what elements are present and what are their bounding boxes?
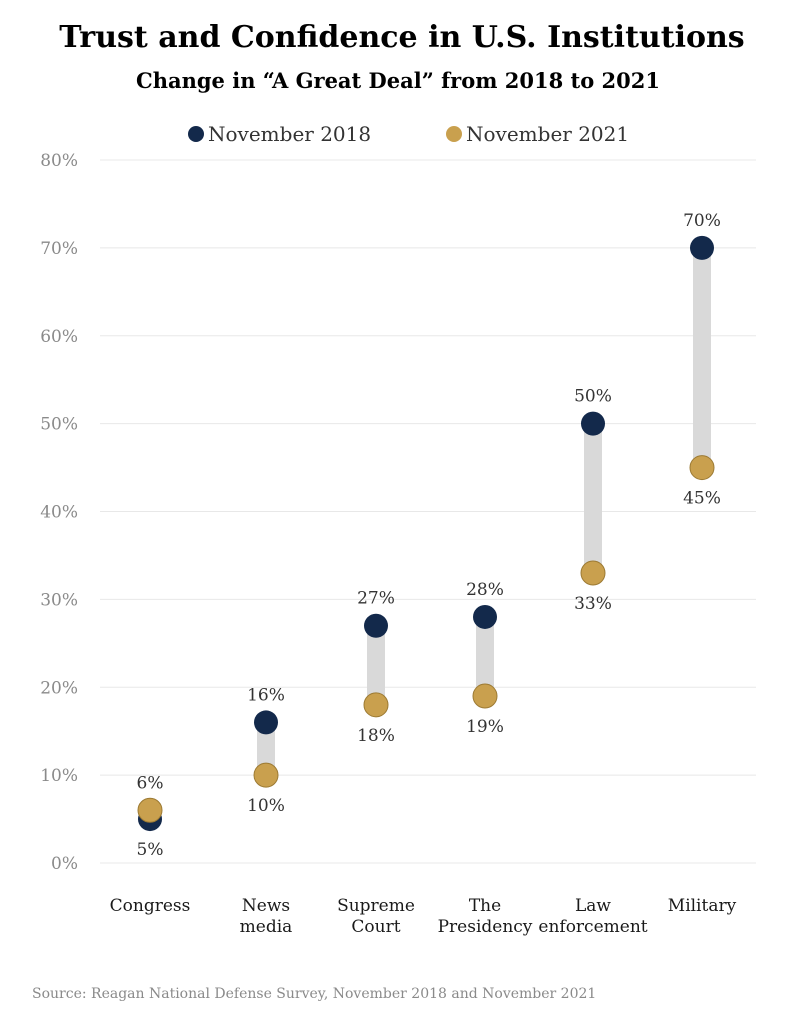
data-label-nov-2018: 70%: [683, 211, 721, 231]
y-tick-label: 10%: [40, 766, 78, 786]
point-nov-2018: [690, 235, 714, 260]
category-label: Congress: [110, 896, 191, 916]
category-label: media: [240, 917, 293, 937]
data-label-nov-2018: 27%: [357, 589, 395, 609]
point-nov-2021: [580, 560, 606, 586]
y-tick-label: 70%: [40, 239, 78, 259]
range-bar: [584, 423, 602, 574]
legend-marker-nov-2018: [188, 126, 204, 142]
source-note: Source: Reagan National Defense Survey, …: [32, 986, 596, 1002]
point-nov-2018: [254, 710, 278, 735]
y-tick-label: 50%: [40, 415, 78, 435]
y-tick-label: 30%: [40, 590, 78, 610]
legend-label-nov-2018: November 2018: [208, 122, 371, 146]
data-label-nov-2021: 19%: [466, 717, 504, 737]
category-label: Court: [351, 917, 400, 937]
data-label-nov-2018: 16%: [247, 685, 285, 705]
data-label-nov-2021: 45%: [683, 489, 721, 509]
point-nov-2021: [137, 797, 163, 823]
range-bars: [141, 247, 711, 820]
legend-label-nov-2021: November 2021: [466, 122, 629, 146]
range-bar: [693, 247, 711, 468]
data-label-nov-2021: 10%: [247, 796, 285, 816]
y-tick-label: 80%: [40, 151, 78, 171]
point-nov-2018: [581, 411, 605, 436]
category-label: Supreme: [337, 896, 415, 916]
chart-title: Trust and Confidence in U.S. Institution…: [59, 20, 744, 55]
chart-subtitle: Change in “A Great Deal” from 2018 to 20…: [136, 68, 660, 93]
point-nov-2021: [363, 692, 389, 718]
range-bar: [367, 625, 385, 705]
data-label-nov-2018: 28%: [466, 580, 504, 600]
legend-marker-nov-2021: [446, 126, 462, 142]
category-label: Presidency: [438, 917, 533, 937]
category-label: The: [469, 896, 501, 916]
point-nov-2021: [472, 683, 498, 709]
y-axis-ticks: 0% 10% 20% 30% 40% 50% 60% 70% 80%: [40, 151, 78, 874]
data-label-nov-2021: 6%: [137, 773, 164, 793]
data-label-nov-2018: 5%: [137, 840, 164, 860]
point-nov-2018: [364, 613, 388, 638]
point-nov-2018: [473, 604, 497, 629]
legend: November 2018 November 2021: [188, 122, 629, 146]
category-label: Law: [575, 896, 611, 916]
y-tick-label: 60%: [40, 327, 78, 347]
range-bar: [476, 616, 494, 697]
data-labels: 5% 6% 16% 10% 27% 18% 28% 19% 50% 33% 70% 45%: [137, 211, 721, 860]
category-label: News: [242, 896, 290, 916]
range-bar: [257, 722, 275, 776]
data-points: [137, 235, 715, 832]
data-label-nov-2021: 18%: [357, 726, 395, 746]
y-tick-label: 40%: [40, 503, 78, 523]
point-nov-2021: [689, 455, 715, 481]
point-nov-2021: [253, 762, 279, 788]
y-tick-label: 0%: [51, 854, 78, 874]
gridlines: [100, 159, 756, 864]
category-label: Military: [668, 896, 737, 916]
data-label-nov-2018: 50%: [574, 387, 612, 407]
data-label-nov-2021: 33%: [574, 594, 612, 614]
y-tick-label: 20%: [40, 678, 78, 698]
category-label: enforcement: [538, 917, 647, 937]
